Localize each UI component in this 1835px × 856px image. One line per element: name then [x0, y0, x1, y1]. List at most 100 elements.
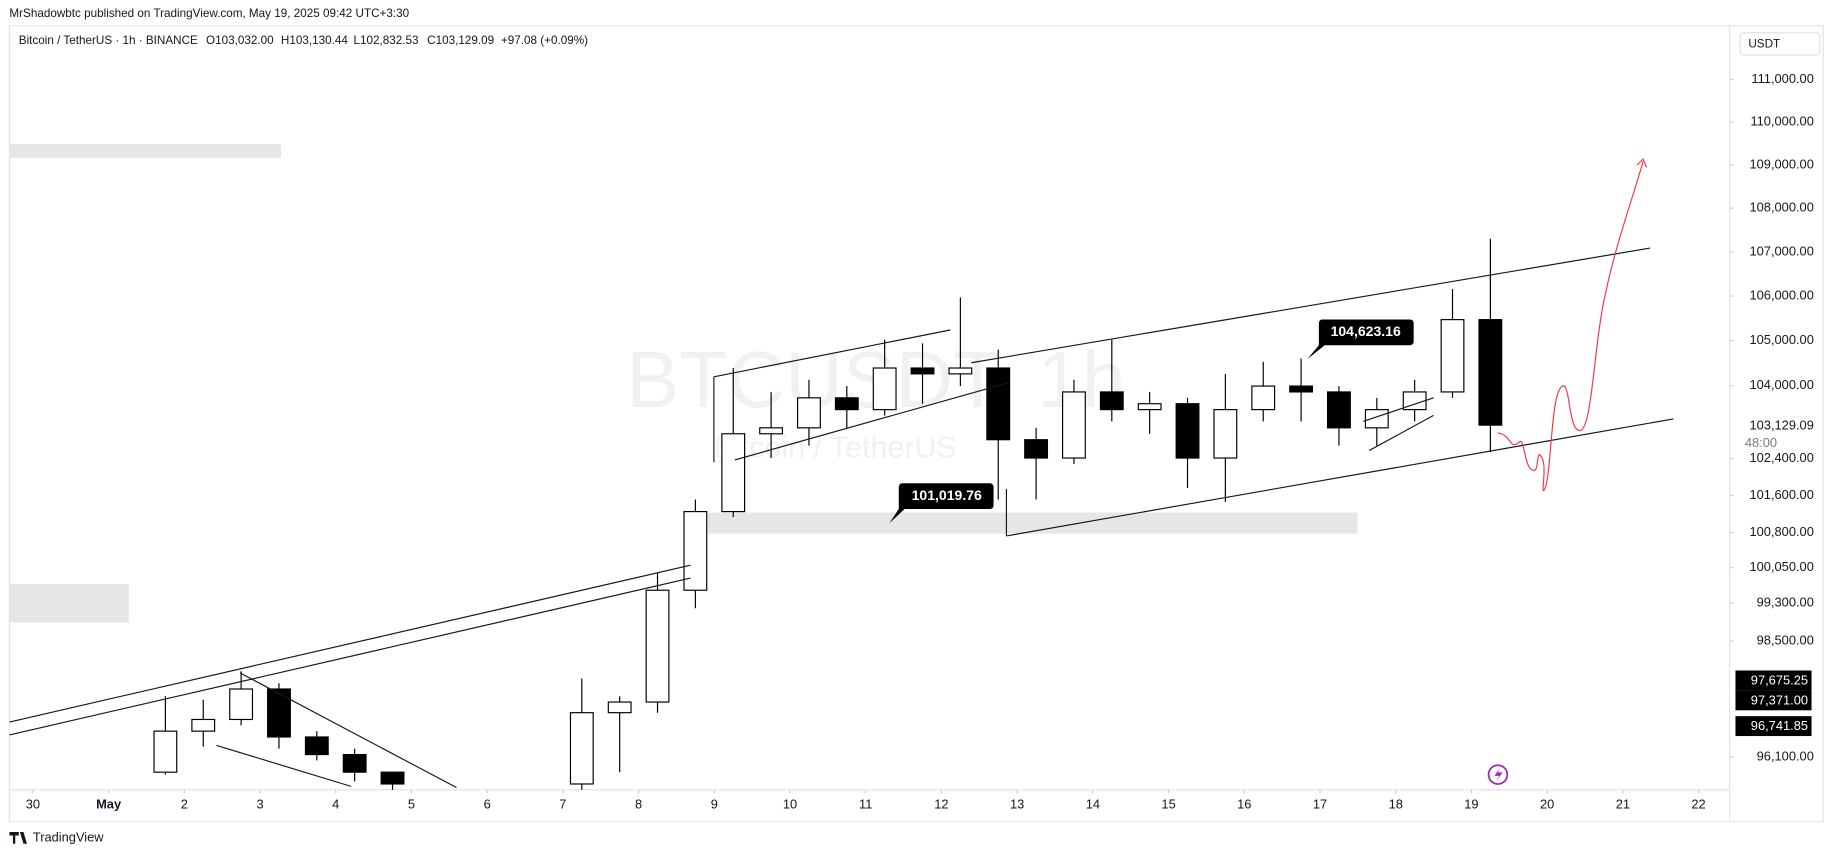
projection-arrow	[1636, 158, 1648, 168]
zone	[9, 143, 281, 158]
trend-line	[9, 577, 691, 736]
event-icon-bolt	[1494, 767, 1503, 782]
y-tick-label: 101,600.00	[1749, 487, 1813, 502]
currency-box[interactable]	[1739, 32, 1821, 56]
candle-body	[721, 433, 746, 513]
symbol: Bitcoin / TetherUS · 1h · BINANCE	[19, 34, 198, 47]
y-tick-label: 107,000.00	[1749, 243, 1813, 258]
x-tick-label: 11	[859, 797, 872, 812]
trend-line	[9, 564, 691, 723]
trend-line	[1363, 397, 1434, 422]
trend-line	[239, 672, 457, 789]
candle-body	[153, 730, 178, 773]
x-tick-label: 18	[1389, 797, 1403, 812]
legend-change: +97.08 (+0.09%)	[501, 34, 588, 47]
callout-box	[1307, 319, 1414, 360]
trend-line	[713, 329, 951, 378]
x-tick-label: 4	[332, 797, 339, 812]
candle-body	[1137, 403, 1162, 411]
x-tick-label: 21	[1616, 797, 1630, 812]
trend-lines	[9, 247, 1674, 789]
zone	[708, 512, 1358, 534]
candle-body	[1364, 409, 1389, 429]
callout: 101,019.76	[912, 487, 982, 503]
price-label: 96,741.85	[1751, 718, 1808, 733]
candle-body	[1326, 391, 1351, 429]
candle-body	[1062, 391, 1086, 459]
y-tick-label: 100,800.00	[1749, 524, 1813, 539]
candles	[153, 238, 1503, 790]
callout: 104,623.16	[1331, 323, 1401, 339]
trend-line	[1368, 414, 1434, 452]
x-tick-label: 12	[934, 797, 948, 812]
trend-line	[1006, 418, 1674, 537]
price-label: 97,371.00	[1751, 692, 1808, 707]
price-label-box	[1735, 690, 1812, 711]
price-label: 97,675.25	[1751, 672, 1808, 687]
candle-body	[683, 510, 708, 591]
y-tick-label: 109,000.00	[1749, 156, 1813, 171]
published: MrShadowbtc published on TradingView.com…	[9, 7, 409, 20]
price-label-box	[1735, 670, 1812, 691]
candle-body	[569, 712, 594, 785]
y-tick-label: 108,000.00	[1749, 200, 1813, 215]
y-tick-label: 96,100.00	[1757, 748, 1814, 763]
x-tick-label: 30	[26, 797, 40, 812]
price-label-box	[1735, 716, 1812, 737]
countdown: 48:00	[1745, 435, 1777, 450]
zone	[9, 583, 129, 623]
footer: TradingView	[33, 829, 104, 844]
candle-body	[986, 367, 1011, 441]
callout-box	[889, 483, 994, 524]
candle-body	[1213, 409, 1238, 459]
y-tick-label: 110,000.00	[1750, 113, 1813, 128]
x-tick-label: 5	[408, 797, 415, 812]
candle-body	[834, 397, 859, 411]
candle-body	[645, 589, 670, 703]
candle-body	[304, 736, 329, 756]
event-icon[interactable]	[1487, 764, 1509, 785]
candle-body	[229, 688, 254, 721]
y-tick-label: 106,000.00	[1749, 287, 1813, 302]
legend-low: L102,832.53	[353, 34, 418, 47]
x-tick-label: 14	[1086, 797, 1100, 812]
projection-path	[1497, 161, 1644, 492]
y-tick-label: 102,400.00	[1749, 450, 1813, 465]
candle-body	[267, 688, 291, 738]
candle-body	[872, 367, 897, 411]
legend-open: O103,032.00	[206, 34, 274, 47]
y-tick-label: 99,300.00	[1757, 594, 1814, 609]
candle-body	[1175, 403, 1200, 459]
legend-high: H103,130.44	[281, 34, 348, 47]
x-tick-label: 7	[559, 797, 566, 812]
trend-line	[216, 744, 352, 787]
x-tick-label: May	[96, 797, 122, 812]
currency[interactable]: USDT	[1748, 38, 1780, 51]
candle-body	[948, 367, 973, 375]
x-tick-label: 9	[711, 797, 718, 812]
zones	[9, 143, 1358, 623]
x-tick-label: 17	[1313, 797, 1327, 812]
trend-line	[971, 247, 1651, 364]
x-tick-label: 19	[1464, 797, 1478, 812]
x-tick-label: 2	[181, 797, 188, 812]
trend-line	[734, 382, 1009, 461]
candle-body	[797, 397, 821, 429]
legend-close: C103,129.09	[427, 34, 494, 47]
y-tick-label: 104,000.00	[1749, 377, 1813, 392]
x-tick-label: 6	[484, 797, 491, 812]
x-tick-label: 10	[783, 797, 797, 812]
candle-body	[1289, 385, 1314, 393]
x-tick-label: 22	[1691, 797, 1705, 812]
frame	[8, 25, 1824, 823]
y-tick-label: 105,000.00	[1749, 332, 1813, 347]
x-tick-label: 16	[1237, 797, 1251, 812]
candle-body	[910, 367, 935, 375]
candle-body	[1440, 319, 1465, 393]
x-tick-label: 13	[1010, 797, 1024, 812]
x-tick-label: 8	[635, 797, 642, 812]
logo	[9, 832, 27, 844]
